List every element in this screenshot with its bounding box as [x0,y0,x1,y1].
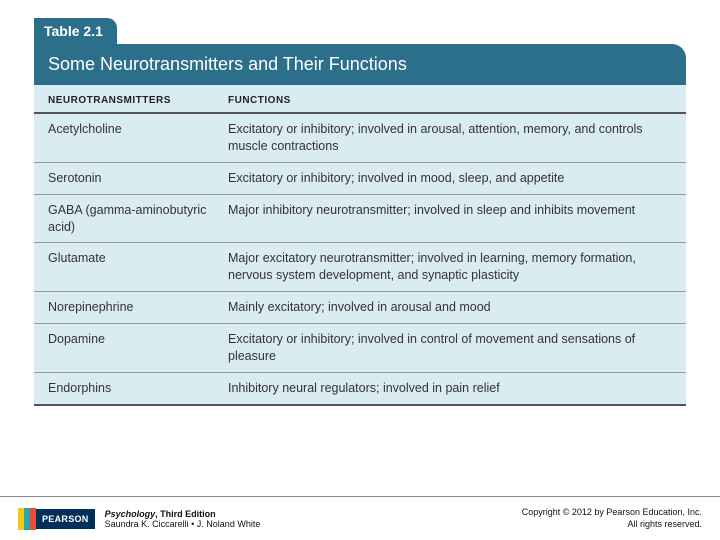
footer: PEARSON Psychology, Third Edition Saundr… [0,496,720,540]
table-title: Some Neurotransmitters and Their Functio… [34,44,686,85]
table-row: DopamineExcitatory or inhibitory; involv… [34,324,686,373]
cell-function: Excitatory or inhibitory; involved in mo… [228,170,672,187]
logo-text: PEARSON [36,509,95,529]
footer-right: Copyright © 2012 by Pearson Education, I… [522,507,702,530]
authors: Saundra K. Ciccarelli • J. Noland White [105,519,261,529]
footer-left: PEARSON Psychology, Third Edition Saundr… [18,508,260,530]
column-header-functions: FUNCTIONS [228,95,672,106]
table-row: EndorphinsInhibitory neural regulators; … [34,373,686,406]
pearson-logo: PEARSON [18,508,95,530]
table-row: NorepinephrineMainly excitatory; involve… [34,292,686,324]
cell-function: Excitatory or inhibitory; involved in co… [228,331,672,365]
copyright-line-2: All rights reserved. [522,519,702,531]
cell-neurotransmitter: Glutamate [48,250,228,284]
cell-function: Major excitatory neurotransmitter; invol… [228,250,672,284]
credits: Psychology, Third Edition Saundra K. Cic… [105,509,261,529]
cell-function: Mainly excitatory; involved in arousal a… [228,299,672,316]
table-body: NEUROTRANSMITTERS FUNCTIONS Acetylcholin… [34,85,686,406]
table-header-row: NEUROTRANSMITTERS FUNCTIONS [34,85,686,114]
table-row: SerotoninExcitatory or inhibitory; invol… [34,163,686,195]
column-header-neurotransmitters: NEUROTRANSMITTERS [48,95,228,106]
table-row: AcetylcholineExcitatory or inhibitory; i… [34,114,686,163]
cell-neurotransmitter: Dopamine [48,331,228,365]
cell-function: Inhibitory neural regulators; involved i… [228,380,672,397]
book-edition: , Third Edition [155,509,216,519]
table-row: GABA (gamma-aminobutyric acid)Major inhi… [34,195,686,244]
cell-function: Major inhibitory neurotransmitter; invol… [228,202,672,236]
copyright-line-1: Copyright © 2012 by Pearson Education, I… [522,507,702,519]
table-container: Table 2.1 Some Neurotransmitters and The… [0,0,720,406]
table-label: Table 2.1 [34,18,117,44]
book-title: Psychology [105,509,156,519]
table-row: GlutamateMajor excitatory neurotransmitt… [34,243,686,292]
cell-neurotransmitter: Norepinephrine [48,299,228,316]
cell-neurotransmitter: GABA (gamma-aminobutyric acid) [48,202,228,236]
cell-neurotransmitter: Acetylcholine [48,121,228,155]
cell-neurotransmitter: Serotonin [48,170,228,187]
cell-neurotransmitter: Endorphins [48,380,228,397]
cell-function: Excitatory or inhibitory; involved in ar… [228,121,672,155]
